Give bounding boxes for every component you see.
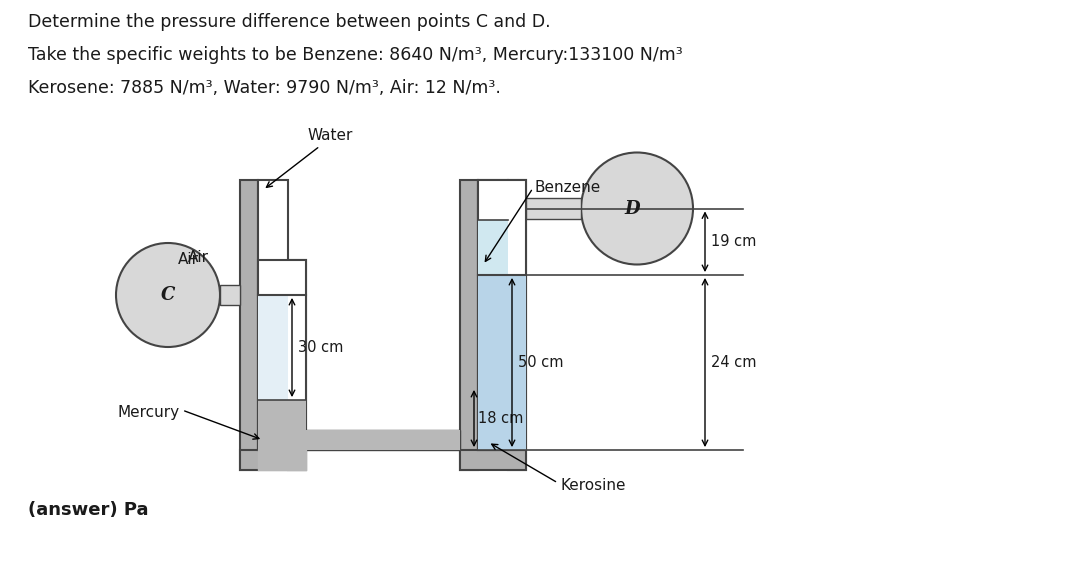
Text: D: D [624, 199, 639, 218]
Text: 18 cm: 18 cm [478, 411, 524, 426]
Bar [240, 450, 306, 470]
Text: Water: Water [308, 128, 353, 143]
Bar [508, 180, 526, 470]
Text: C: C [161, 286, 175, 304]
Text: 30 cm: 30 cm [298, 340, 343, 355]
Text: Air: Air [188, 250, 210, 265]
Bar [258, 180, 288, 450]
Bar [460, 180, 478, 470]
Text: Determine the pressure difference between points C and D.: Determine the pressure difference betwee… [28, 13, 551, 31]
Bar [478, 275, 526, 450]
Text: Kerosine: Kerosine [561, 478, 625, 494]
Text: 19 cm: 19 cm [711, 234, 756, 249]
Bar [306, 430, 460, 450]
Bar [288, 260, 306, 470]
Bar [478, 180, 526, 450]
Text: Benzene: Benzene [535, 181, 602, 195]
Bar [258, 260, 306, 450]
Bar [478, 220, 508, 275]
Bar [220, 285, 240, 305]
Text: Mercury: Mercury [118, 406, 180, 420]
Bar [240, 180, 258, 470]
Text: 24 cm: 24 cm [711, 355, 756, 370]
Text: 50 cm: 50 cm [518, 355, 564, 370]
Bar [258, 400, 306, 450]
Circle shape [581, 152, 693, 265]
Text: Kerosene: 7885 N/m³, Water: 9790 N/m³, Air: 12 N/m³.: Kerosene: 7885 N/m³, Water: 9790 N/m³, A… [28, 79, 501, 97]
Bar [306, 430, 460, 450]
Bar [526, 198, 581, 219]
Text: Air: Air [178, 252, 199, 267]
Text: Take the specific weights to be Benzene: 8640 N/m³, Mercury:133100 N/m³: Take the specific weights to be Benzene:… [28, 46, 683, 64]
Text: (answer) Pa: (answer) Pa [28, 501, 149, 519]
Circle shape [116, 243, 220, 347]
Bar [258, 295, 288, 400]
Bar [460, 450, 526, 470]
Bar [478, 180, 508, 450]
